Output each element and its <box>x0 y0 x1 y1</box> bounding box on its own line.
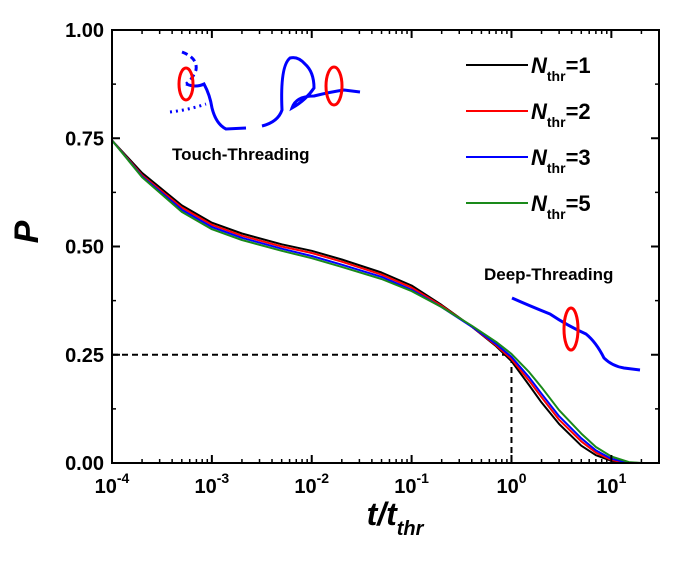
chain-dashed-left <box>181 50 198 86</box>
y-axis-label: P <box>8 220 46 243</box>
x-tick-exp: 0 <box>519 470 527 486</box>
legend-label-4: Nthr=5 <box>531 191 591 222</box>
ring-deep <box>562 306 580 352</box>
deep-threading-label: Deep-Threading <box>484 265 613 284</box>
legend-label-2: Nthr=2 <box>531 99 591 130</box>
legend-label-sub: thr <box>547 160 566 176</box>
plot-frame <box>111 29 660 464</box>
x-tick-base: 10 <box>496 476 518 498</box>
x-tick-base: 10 <box>294 476 316 498</box>
legend-label-value: =1 <box>566 53 591 78</box>
ring-left <box>177 66 195 102</box>
touch-threading-label: Touch-Threading <box>172 145 310 164</box>
reference-lines <box>112 353 513 463</box>
x-tick-label: 10-3 <box>195 470 230 498</box>
legend-label-value: =3 <box>566 145 591 170</box>
legend-label-value: =2 <box>566 99 591 124</box>
legend-label-main: N <box>531 53 548 78</box>
x-tick-exp: -2 <box>317 470 330 486</box>
y-tick-label: 0.00 <box>65 453 104 475</box>
legend-label-main: N <box>531 191 548 216</box>
x-tick-label: 10-4 <box>95 470 130 498</box>
x-tick-exp: 1 <box>619 470 627 486</box>
legend-label-sub: thr <box>547 114 566 130</box>
x-tick-base: 10 <box>195 476 217 498</box>
x-tick-base: 10 <box>95 476 117 498</box>
tick-labels: 10-4 10-3 10-2 10-1 100 1010.000.250.500.751.… <box>65 20 627 498</box>
x-tick-base: 10 <box>596 476 618 498</box>
series-group <box>111 139 642 464</box>
series-line-2 <box>111 139 630 464</box>
x-tick-label: 10-1 <box>394 470 429 498</box>
chain-solid-left <box>185 82 247 131</box>
legend-label-1: Nthr=1 <box>531 53 591 84</box>
x-tick-exp: -3 <box>217 470 230 486</box>
deep-threading-illustration <box>511 296 641 372</box>
chain-right <box>261 56 361 128</box>
x-tick-base: 10 <box>394 476 416 498</box>
legend-label-main: N <box>531 145 548 170</box>
x-tick-label: 101 <box>596 470 626 498</box>
legend-label-sub: thr <box>547 206 566 222</box>
y-tick-label: 1.00 <box>65 20 104 42</box>
x-tick-exp: -1 <box>417 470 430 486</box>
x-axis-label-main: t/t <box>367 496 399 532</box>
y-tick-label: 0.25 <box>65 345 104 367</box>
legend-label-sub: thr <box>547 68 566 84</box>
y-tick-label: 0.50 <box>65 237 104 259</box>
chain-deep <box>511 296 641 372</box>
ring-right <box>324 65 344 107</box>
legend-label-main: N <box>531 99 548 124</box>
x-tick-label: 10-2 <box>294 470 329 498</box>
axis-ticks <box>111 29 660 464</box>
chain-dotted-left <box>169 102 207 114</box>
legend-label-value: =5 <box>566 191 591 216</box>
legend-label-3: Nthr=3 <box>531 145 591 176</box>
y-tick-label: 0.75 <box>65 128 104 150</box>
x-axis-label: t/tthr <box>367 496 425 540</box>
series-line-1 <box>111 139 630 464</box>
x-tick-label: 100 <box>496 470 526 498</box>
series-line-4 <box>111 139 642 464</box>
touch-threading-illustration <box>169 50 361 131</box>
x-tick-exp: -4 <box>117 470 130 486</box>
x-axis-label-sub: thr <box>397 518 425 540</box>
